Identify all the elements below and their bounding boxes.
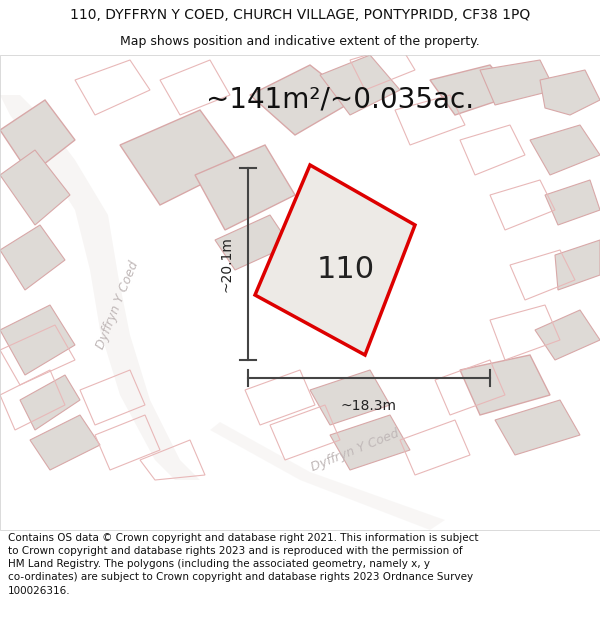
Polygon shape <box>255 165 415 355</box>
Text: ~18.3m: ~18.3m <box>341 399 397 413</box>
Polygon shape <box>555 240 600 290</box>
Polygon shape <box>495 400 580 455</box>
Text: 110, DYFFRYN Y COED, CHURCH VILLAGE, PONTYPRIDD, CF38 1PQ: 110, DYFFRYN Y COED, CHURCH VILLAGE, PON… <box>70 8 530 22</box>
Polygon shape <box>0 150 70 225</box>
Polygon shape <box>210 422 445 530</box>
Text: ~20.1m: ~20.1m <box>219 236 233 292</box>
Text: ~141m²/~0.035ac.: ~141m²/~0.035ac. <box>206 86 474 114</box>
Polygon shape <box>0 95 200 480</box>
Polygon shape <box>430 65 515 115</box>
Text: Dyffryn Y Coed: Dyffryn Y Coed <box>309 426 401 474</box>
Polygon shape <box>320 55 400 115</box>
Polygon shape <box>0 225 65 290</box>
Polygon shape <box>330 415 410 470</box>
Polygon shape <box>535 310 600 360</box>
Polygon shape <box>120 110 240 205</box>
Polygon shape <box>215 215 290 270</box>
Polygon shape <box>0 305 75 375</box>
Polygon shape <box>30 415 100 470</box>
Polygon shape <box>20 375 80 430</box>
Polygon shape <box>195 145 295 230</box>
Polygon shape <box>310 370 390 425</box>
Polygon shape <box>0 100 75 175</box>
Text: Map shows position and indicative extent of the property.: Map shows position and indicative extent… <box>120 35 480 48</box>
Text: Contains OS data © Crown copyright and database right 2021. This information is : Contains OS data © Crown copyright and d… <box>8 533 478 596</box>
Text: 110: 110 <box>317 256 376 284</box>
Polygon shape <box>530 125 600 175</box>
Polygon shape <box>480 60 555 105</box>
Polygon shape <box>460 355 550 415</box>
Text: Dyffryn Y Coed: Dyffryn Y Coed <box>94 259 142 351</box>
Polygon shape <box>540 70 600 115</box>
Polygon shape <box>545 180 600 225</box>
Polygon shape <box>250 65 355 135</box>
